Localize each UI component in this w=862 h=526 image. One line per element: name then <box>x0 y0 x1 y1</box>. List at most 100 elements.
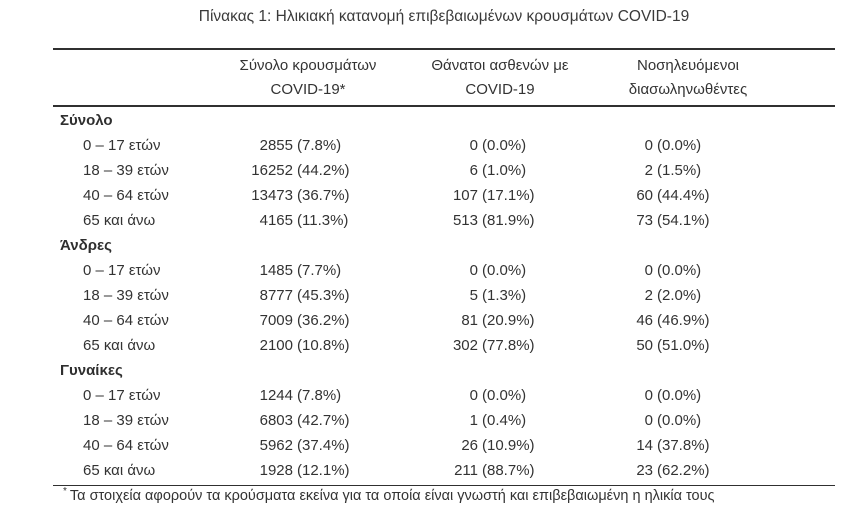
deaths-cell: 211 (88.7%) <box>389 462 569 479</box>
deaths-percent: (1.3%) <box>482 287 527 304</box>
cases-count: 2100 <box>259 337 293 354</box>
deaths-count: 0 <box>469 137 478 154</box>
table-title: Πίνακας 1: Ηλικιακή κατανομή επιβεβαιωμέ… <box>198 8 690 25</box>
cases-cell: 16252 (44.2%) <box>203 162 389 179</box>
deaths-count: 107 <box>452 187 478 204</box>
cases-cell: 1244 (7.8%) <box>203 387 389 404</box>
table-row: 65 και άνω 4165 (11.3%) 513 (81.9%) 73 (54.… <box>53 208 835 233</box>
cases-cell: 4165 (11.3%) <box>203 212 389 229</box>
table-row: 18 – 39 ετών 6803 (42.7%) 1 (0.4%) 0 (0.0%) <box>53 408 835 433</box>
deaths-count: 0 <box>469 262 478 279</box>
intubated-cell: 2 (2.0%) <box>569 287 789 304</box>
deaths-percent: (17.1%) <box>482 187 535 204</box>
cases-count: 4165 <box>259 212 293 229</box>
intubated-cell: 14 (37.8%) <box>569 437 789 454</box>
deaths-cell: 0 (0.0%) <box>389 262 569 279</box>
col-header-intubated: Νοσηλευόμενοι διασωληνωθέντες <box>578 54 798 102</box>
cases-count: 13473 <box>251 187 293 204</box>
cases-count: 1244 <box>259 387 293 404</box>
intubated-cell: 0 (0.0%) <box>569 387 789 404</box>
table-row: 0 – 17 ετών 1244 (7.8%) 0 (0.0%) 0 (0.0%) <box>53 383 835 408</box>
deaths-count: 1 <box>469 412 478 429</box>
cases-count: 1485 <box>259 262 293 279</box>
deaths-count: 6 <box>469 162 478 179</box>
deaths-cell: 107 (17.1%) <box>389 187 569 204</box>
cases-percent: (11.3%) <box>297 212 349 229</box>
col-header-cases-line2: COVID-19* <box>270 81 346 98</box>
intubated-percent: (51.0%) <box>657 337 710 354</box>
deaths-percent: (20.9%) <box>482 312 535 329</box>
cases-cell: 13473 (36.7%) <box>203 187 389 204</box>
deaths-cell: 0 (0.0%) <box>389 387 569 404</box>
intubated-percent: (37.8%) <box>657 437 710 454</box>
cases-cell: 1485 (7.7%) <box>203 262 389 279</box>
cases-cell: 2855 (7.8%) <box>203 137 389 154</box>
cases-percent: (36.2%) <box>297 312 350 329</box>
intubated-percent: (46.9%) <box>657 312 710 329</box>
cases-cell: 8777 (45.3%) <box>203 287 389 304</box>
intubated-count: 0 <box>644 262 653 279</box>
cases-percent: (44.2%) <box>297 162 350 179</box>
deaths-cell: 302 (77.8%) <box>389 337 569 354</box>
table-row: 40 – 64 ετών 5962 (37.4%) 26 (10.9%) 14 (37… <box>53 433 835 458</box>
cases-cell: 2100 (10.8%) <box>203 337 389 354</box>
intubated-percent: (44.4%) <box>657 187 710 204</box>
cases-count: 6803 <box>259 412 293 429</box>
section-row-men: Άνδρες <box>53 233 835 258</box>
intubated-count: 73 <box>636 212 653 229</box>
table-row: 0 – 17 ετών 2855 (7.8%) 0 (0.0%) 0 (0.0%) <box>53 133 835 158</box>
deaths-count: 81 <box>461 312 478 329</box>
deaths-cell: 1 (0.4%) <box>389 412 569 429</box>
deaths-percent: (0.0%) <box>482 387 527 404</box>
table-footnote: * Τα στοιχεία αφορούν τα κρούσματα εκείνα… <box>53 486 835 504</box>
cases-percent: (36.7%) <box>297 187 350 204</box>
intubated-cell: 23 (62.2%) <box>569 462 789 479</box>
deaths-percent: (0.0%) <box>482 262 527 279</box>
age-group-label: 0 – 17 ετών <box>83 387 161 404</box>
col-header-deaths-line2: COVID-19 <box>465 81 535 98</box>
age-group-label: 40 – 64 ετών <box>83 437 169 454</box>
footnote-text: Τα στοιχεία αφορούν τα κρούσματα εκείνα … <box>69 487 715 504</box>
deaths-count: 513 <box>452 212 478 229</box>
col-header-cases: Σύνολο κρουσμάτων COVID-19* <box>215 54 401 102</box>
intubated-count: 2 <box>644 287 653 304</box>
intubated-cell: 73 (54.1%) <box>569 212 789 229</box>
age-group-label: 0 – 17 ετών <box>83 262 161 279</box>
age-group-label: 18 – 39 ετών <box>83 412 169 429</box>
intubated-count: 0 <box>644 137 653 154</box>
cases-percent: (7.7%) <box>297 262 342 279</box>
deaths-count: 5 <box>469 287 478 304</box>
deaths-cell: 0 (0.0%) <box>389 137 569 154</box>
table-header-row: Σύνολο κρουσμάτων COVID-19* Θάνατοι ασθε… <box>53 48 835 107</box>
age-group-label: 18 – 39 ετών <box>83 287 169 304</box>
intubated-cell: 0 (0.0%) <box>569 137 789 154</box>
cases-percent: (10.8%) <box>297 337 350 354</box>
intubated-percent: (0.0%) <box>657 262 702 279</box>
table-row: 40 – 64 ετών 13473 (36.7%) 107 (17.1%) 60(… <box>53 183 835 208</box>
col-header-intubated-line2: διασωληνωθέντες <box>628 81 748 98</box>
section-label: Σύνολο <box>60 112 113 129</box>
deaths-cell: 5 (1.3%) <box>389 287 569 304</box>
intubated-count: 23 <box>636 462 653 479</box>
intubated-count: 0 <box>644 387 653 404</box>
intubated-cell: 0 (0.0%) <box>569 412 789 429</box>
intubated-count: 0 <box>644 412 653 429</box>
cases-percent: (7.8%) <box>297 137 342 154</box>
age-group-label: 18 – 39 ετών <box>83 162 169 179</box>
cases-cell: 5962 (37.4%) <box>203 437 389 454</box>
cases-count: 2855 <box>259 137 293 154</box>
cases-cell: 1928 (12.1%) <box>203 462 389 479</box>
intubated-cell: 46 (46.9%) <box>569 312 789 329</box>
age-group-label: 40 – 64 ετών <box>83 187 169 204</box>
intubated-count: 60 <box>636 187 653 204</box>
covid-age-table: Σύνολο κρουσμάτων COVID-19* Θάνατοι ασθε… <box>53 48 835 486</box>
deaths-cell: 26 (10.9%) <box>389 437 569 454</box>
intubated-count: 14 <box>636 437 653 454</box>
col-header-intubated-line1: Νοσηλευόμενοι <box>636 57 739 74</box>
cases-cell: 6803 (42.7%) <box>203 412 389 429</box>
intubated-cell: 2 (1.5%) <box>569 162 789 179</box>
deaths-cell: 81 (20.9%) <box>389 312 569 329</box>
deaths-percent: (81.9%) <box>482 212 535 229</box>
cases-percent: (12.1%) <box>297 462 350 479</box>
